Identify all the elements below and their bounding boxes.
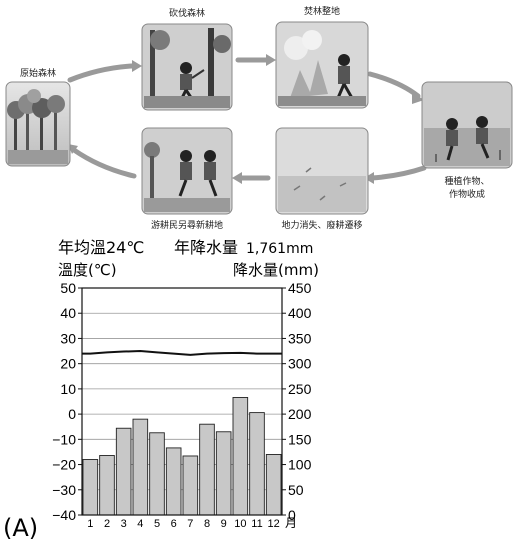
annual-precip-value: 1,761mm	[246, 241, 313, 257]
annual-precip-label: 年降水量	[174, 238, 238, 257]
fire-icon	[278, 30, 366, 106]
precip-bar-6	[165, 447, 182, 516]
left-tick-label-7: −20	[52, 457, 76, 473]
stage-label-burning: 焚林整地	[304, 5, 340, 17]
left-tick-label-2: 30	[60, 330, 76, 346]
precip-bar-5	[149, 432, 165, 516]
stage-relocation: 游耕民另尋新耕地	[141, 127, 233, 231]
right-tick-label-2: 350	[288, 330, 312, 346]
arrow-4-to-5	[369, 165, 427, 181]
climate-chart: 年均溫24℃ 年降水量 1,761mm 溫度(℃) 降水量(mm) 504030…	[3, 238, 319, 542]
stage-primeval-forest: 原始森林	[5, 67, 71, 167]
precipitation-bars	[82, 397, 282, 516]
annual-temp-label: 年均溫24℃	[58, 238, 144, 257]
right-tick-label-5: 200	[288, 406, 312, 422]
left-tick-label-0: 50	[60, 280, 76, 296]
precip-bar-1	[82, 459, 99, 516]
right-tick-label-0: 450	[288, 280, 312, 296]
farmer-icon	[424, 116, 510, 166]
stage-label-planting-line2: 作物收成	[449, 188, 485, 200]
temperature-line	[82, 350, 282, 356]
stage-label-planting-line1: 種植作物、	[444, 175, 489, 187]
precip-bar-9	[215, 431, 232, 516]
month-label-10: 10	[234, 518, 246, 530]
right-tick-label-7: 100	[288, 457, 312, 473]
month-label-3: 3	[121, 518, 127, 530]
stage-label-depletion: 地力消失、廢耕遷移	[281, 219, 362, 231]
right-tick-label-9: 0	[288, 507, 296, 523]
precip-bar-10	[232, 397, 249, 516]
stage-label-relocation: 游耕民另尋新耕地	[151, 219, 223, 231]
stage-burning-land: 焚林整地	[275, 5, 369, 109]
slash-and-burn-cycle-diagram: 原始森林 砍伐森林 焚林整地	[5, 5, 513, 231]
precip-bar-12	[265, 454, 282, 516]
precip-axis-label: 降水量(mm)	[233, 261, 319, 279]
arrow-3-to-4	[367, 71, 421, 99]
right-tick-label-3: 300	[288, 356, 312, 372]
left-tick-label-5: 0	[68, 406, 76, 422]
left-tick-label-9: −40	[52, 507, 76, 523]
month-label-1: 1	[87, 518, 93, 530]
month-label-5: 5	[154, 518, 160, 530]
axe-person-icon	[144, 28, 231, 108]
stage-label-cutting: 砍伐森林	[169, 7, 205, 19]
month-unit: 月	[285, 516, 297, 530]
left-tick-label-3: 20	[60, 356, 76, 372]
month-ticks: 1 2 3 4 5 6 7 8 9 10 11 12	[87, 518, 280, 530]
right-tick-label-4: 250	[288, 381, 312, 397]
arrow-1-to-2	[67, 63, 135, 83]
month-label-12: 12	[268, 518, 280, 530]
precip-bar-3	[115, 427, 132, 516]
stage-cutting-forest: 砍伐森林	[141, 7, 233, 111]
month-label-8: 8	[204, 518, 210, 530]
plot-frame	[81, 287, 283, 516]
left-tick-label-8: −30	[52, 482, 76, 498]
stage-label-primeval: 原始森林	[20, 67, 56, 79]
precip-bar-7	[182, 455, 199, 516]
precip-bar-4	[132, 418, 149, 516]
left-tick-label-6: −10	[52, 431, 76, 447]
month-label-2: 2	[104, 518, 110, 530]
right-axis-ticks: 450 400 350 300 250 200 150 100 50 0	[282, 280, 312, 523]
walking-people-icon	[144, 142, 230, 212]
month-label-7: 7	[187, 518, 193, 530]
cycle-arrows	[67, 57, 427, 181]
precip-bar-8	[199, 423, 215, 516]
month-label-4: 4	[137, 518, 143, 530]
temp-axis-label: 溫度(℃)	[58, 261, 117, 279]
arrow-6-to-1	[71, 147, 137, 179]
precip-bar-2	[99, 455, 115, 516]
forest-icon	[7, 89, 68, 164]
barren-field-icon	[278, 167, 366, 212]
right-tick-label-6: 150	[288, 431, 312, 447]
precip-bar-11	[249, 412, 265, 516]
month-label-11: 11	[251, 518, 262, 530]
month-label-9: 9	[221, 518, 227, 530]
left-tick-label-4: 10	[60, 381, 76, 397]
stage-planting-harvest: 種植作物、 作物收成	[421, 81, 513, 200]
left-tick-label-1: 40	[60, 305, 76, 321]
left-axis-ticks: 50 40 30 20 10 0 −10 −20 −30 −40	[52, 280, 82, 523]
right-tick-label-8: 50	[288, 482, 304, 498]
stage-soil-depletion: 地力消失、廢耕遷移	[275, 127, 369, 231]
panel-label: (A)	[3, 514, 38, 542]
month-label-6: 6	[171, 518, 177, 530]
right-tick-label-1: 400	[288, 305, 312, 321]
